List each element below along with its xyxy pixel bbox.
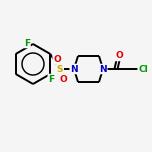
Text: N: N <box>70 64 78 74</box>
Text: O: O <box>59 74 67 83</box>
Text: O: O <box>53 55 61 64</box>
Text: S: S <box>57 64 63 74</box>
Text: F: F <box>24 38 30 47</box>
Text: N: N <box>99 64 107 74</box>
Text: F: F <box>48 74 54 83</box>
Text: Cl: Cl <box>138 64 148 74</box>
Text: O: O <box>115 52 123 60</box>
